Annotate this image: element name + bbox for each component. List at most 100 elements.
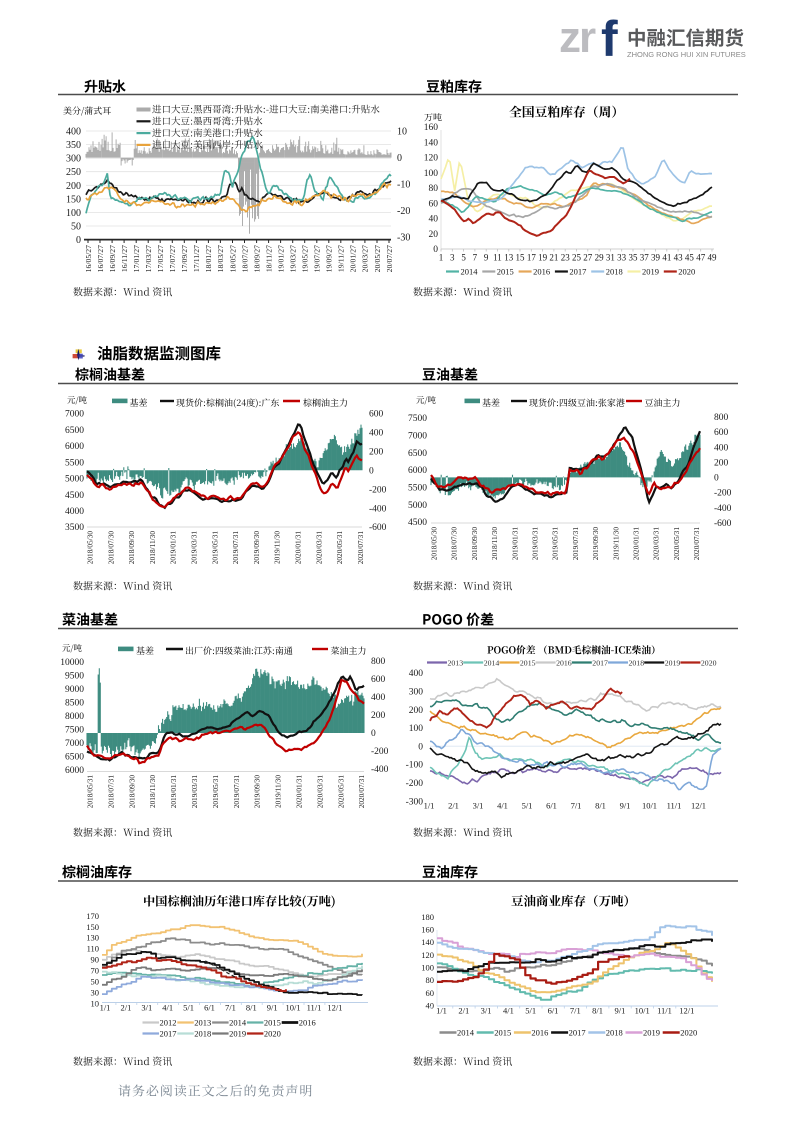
svg-text:0: 0 <box>714 474 719 484</box>
svg-text:43: 43 <box>674 253 684 263</box>
svg-text:f: f <box>601 11 618 67</box>
svg-text:2019/07/31: 2019/07/31 <box>231 531 240 565</box>
svg-text:2018/05/30: 2018/05/30 <box>430 527 439 561</box>
svg-text:9/1: 9/1 <box>620 801 631 811</box>
svg-text:2020/01/31: 2020/01/31 <box>632 527 641 561</box>
svg-text:5500: 5500 <box>65 458 84 468</box>
svg-text:60: 60 <box>426 988 435 998</box>
svg-text:2020/03/31: 2020/03/31 <box>314 531 323 565</box>
svg-text:2015: 2015 <box>497 267 514 277</box>
svg-text:3/1: 3/1 <box>141 1003 152 1013</box>
svg-text:-300: -300 <box>406 797 424 807</box>
svg-text:7000: 7000 <box>408 432 427 442</box>
svg-text:2020/03/31: 2020/03/31 <box>315 775 324 809</box>
svg-text:2018/11/30: 2018/11/30 <box>148 531 157 564</box>
svg-text:2019/01/31: 2019/01/31 <box>169 775 178 809</box>
svg-text:600: 600 <box>371 675 386 685</box>
svg-text:1/1: 1/1 <box>436 1006 447 1016</box>
svg-text:2018/07/30: 2018/07/30 <box>450 527 459 561</box>
svg-text:2014: 2014 <box>461 267 479 277</box>
svg-text:2020/07/31: 2020/07/31 <box>692 527 701 561</box>
svg-text:25: 25 <box>572 253 582 263</box>
svg-text:9/1: 9/1 <box>614 1006 625 1016</box>
svg-text:13: 13 <box>504 253 514 263</box>
svg-text:4500: 4500 <box>65 491 84 501</box>
svg-text:3/1: 3/1 <box>481 1006 492 1016</box>
svg-text:1/1: 1/1 <box>424 801 435 811</box>
svg-text:400: 400 <box>409 669 424 679</box>
svg-text:-200: -200 <box>714 489 732 499</box>
svg-text:10000: 10000 <box>60 658 84 668</box>
svg-text:70: 70 <box>91 966 100 976</box>
svg-text:160: 160 <box>424 123 439 133</box>
svg-text:2017: 2017 <box>569 267 586 277</box>
svg-text:2019: 2019 <box>229 1029 246 1039</box>
svg-text:19/11/27: 19/11/27 <box>337 245 346 272</box>
svg-text:19/05/27: 19/05/27 <box>301 245 310 272</box>
svg-text:170: 170 <box>86 911 99 921</box>
svg-text:800: 800 <box>714 413 729 423</box>
svg-text:200: 200 <box>409 706 424 716</box>
svg-text:200: 200 <box>369 448 384 458</box>
svg-text:0: 0 <box>418 742 423 752</box>
svg-text:4000: 4000 <box>65 507 84 517</box>
svg-text:400: 400 <box>369 429 384 439</box>
svg-text:19/09/27: 19/09/27 <box>325 245 334 272</box>
svg-text:50: 50 <box>91 977 100 987</box>
svg-text:7/1: 7/1 <box>571 801 582 811</box>
svg-text:17: 17 <box>527 253 537 263</box>
svg-text:12/1: 12/1 <box>327 1003 342 1013</box>
svg-text:100: 100 <box>66 208 81 219</box>
svg-text:300: 300 <box>66 154 81 165</box>
svg-text:11/1: 11/1 <box>307 1003 322 1013</box>
svg-text:5000: 5000 <box>408 501 427 511</box>
svg-text:-200: -200 <box>406 779 424 789</box>
svg-text:35: 35 <box>628 253 638 263</box>
svg-text:40: 40 <box>426 1000 435 1010</box>
svg-text:140: 140 <box>421 937 434 947</box>
svg-text:2020: 2020 <box>701 659 717 668</box>
svg-text:100: 100 <box>424 169 439 179</box>
svg-text:-400: -400 <box>369 504 387 514</box>
svg-text:7/1: 7/1 <box>225 1003 236 1013</box>
svg-text:17/01/27: 17/01/27 <box>132 245 141 272</box>
svg-text:zr: zr <box>559 13 596 62</box>
svg-text:160: 160 <box>421 924 434 934</box>
svg-text:2015: 2015 <box>264 1018 281 1028</box>
svg-text:2020/07/31: 2020/07/31 <box>356 531 365 565</box>
svg-text:19: 19 <box>538 253 548 263</box>
svg-text:2019/09/30: 2019/09/30 <box>252 531 261 565</box>
svg-text:0: 0 <box>371 729 376 739</box>
svg-text:7500: 7500 <box>408 414 427 424</box>
svg-text:47: 47 <box>696 253 706 263</box>
svg-text:8000: 8000 <box>65 712 84 722</box>
svg-text:6000: 6000 <box>65 442 84 452</box>
svg-text:120: 120 <box>424 154 439 164</box>
svg-text:2019/03/31: 2019/03/31 <box>190 531 199 565</box>
svg-text:90: 90 <box>91 955 100 965</box>
svg-text:10/1: 10/1 <box>642 801 657 811</box>
svg-text:2016: 2016 <box>533 267 550 277</box>
svg-text:2017: 2017 <box>569 1028 586 1038</box>
svg-text:2019/05/31: 2019/05/31 <box>210 531 219 565</box>
svg-text:2015: 2015 <box>494 1028 511 1038</box>
svg-text:1/1: 1/1 <box>100 1003 111 1013</box>
svg-text:2019/11/30: 2019/11/30 <box>611 527 620 560</box>
svg-text:2020/01/31: 2020/01/31 <box>295 775 304 809</box>
svg-text:18/09/27: 18/09/27 <box>252 245 261 272</box>
svg-text:8/1: 8/1 <box>595 801 606 811</box>
svg-text:2018/11/30: 2018/11/30 <box>490 527 499 560</box>
svg-text:33: 33 <box>617 253 627 263</box>
svg-text:18/05/27: 18/05/27 <box>228 245 237 272</box>
svg-text:ZHONG RONG HUI XIN FUTURES: ZHONG RONG HUI XIN FUTURES <box>627 50 746 59</box>
svg-text:2018/09/30: 2018/09/30 <box>127 531 136 565</box>
svg-text:2018/11/30: 2018/11/30 <box>148 775 157 808</box>
svg-text:6000: 6000 <box>65 766 84 776</box>
svg-text:2018/09/30: 2018/09/30 <box>470 527 479 561</box>
svg-text:2020/05/31: 2020/05/31 <box>672 527 681 561</box>
svg-text:18/11/27: 18/11/27 <box>264 245 273 272</box>
svg-text:2018/07/31: 2018/07/31 <box>106 775 115 809</box>
svg-text:2019/09/30: 2019/09/30 <box>253 775 262 809</box>
svg-text:10/1: 10/1 <box>635 1006 650 1016</box>
svg-text:2018/05/30: 2018/05/30 <box>86 531 95 565</box>
